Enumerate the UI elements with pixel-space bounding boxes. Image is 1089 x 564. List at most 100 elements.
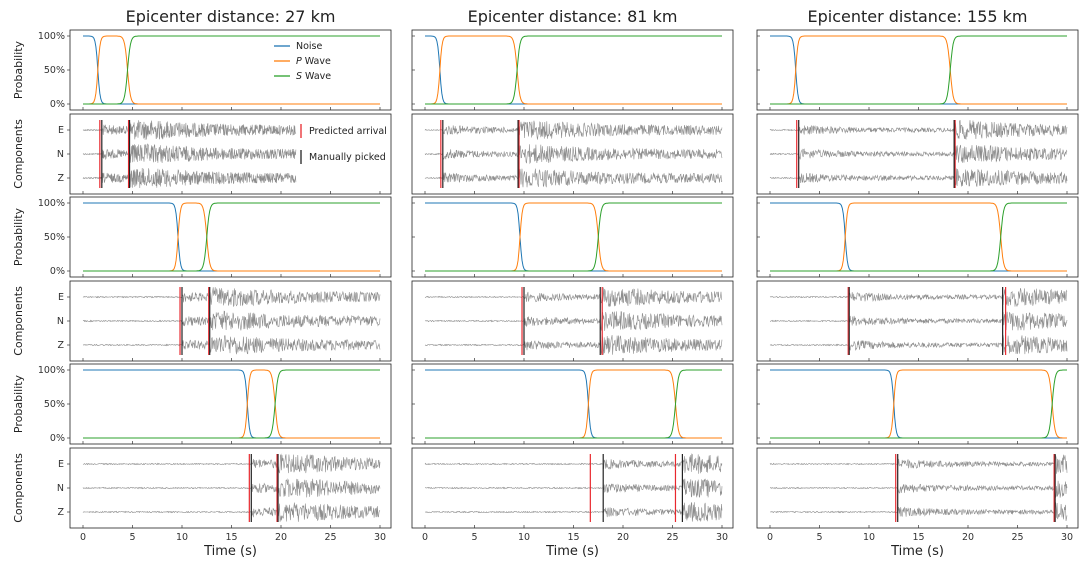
x-tick-label: 30 [716,532,728,543]
y-tick-label: 100% [38,31,65,42]
probability-panel [756,196,1079,278]
seismic-trace [769,144,1068,163]
components-axis-label: Components [12,119,25,189]
probability-panel [411,363,734,445]
components-panel [411,280,734,362]
x-tick-label: 25 [666,532,678,543]
seismic-trace [769,168,1068,187]
x-tick-label: 30 [374,532,386,543]
x-tick-label: 25 [1011,532,1023,543]
seismic-trace [770,502,1068,521]
column-title: Epicenter distance: 27 km [126,7,336,26]
x-tick-label: 20 [617,532,629,543]
p-wave-probability-line [425,202,722,272]
seismic-trace [82,120,297,140]
p-wave-probability-line [83,35,380,105]
probability-legend: Noise P Wave S Wave [274,41,331,82]
y-tick-label: 50% [44,232,65,243]
panel-frame [69,196,392,278]
seismic-trace [770,311,1068,331]
x-tick-label: 0 [767,532,773,543]
x-tick-label: 15 [912,532,924,543]
component-label: E [58,125,64,136]
panel-frame [411,29,734,111]
panel-frame [411,196,734,278]
x-tick-label: 25 [324,532,336,543]
noise-probability-line [425,369,722,439]
p-wave-probability-line [425,35,722,105]
probability-panel [756,29,1079,111]
seismic-trace [769,480,1068,499]
x-tick-label: 20 [962,532,974,543]
seismic-trace [425,478,723,498]
seismic-trace [82,310,381,331]
noise-probability-line [83,369,380,439]
y-tick-label: 0% [50,433,65,444]
panel-frame [411,113,734,195]
x-axis-label: Time (s) [890,544,944,559]
components-panel [411,113,734,195]
seismic-trace [82,335,381,355]
seismic-trace [82,453,381,474]
component-label: E [58,459,64,470]
x-axis-label: Time (s) [203,544,257,559]
components-panel: E N Z [57,280,392,362]
components-axis-label: Components [12,453,25,523]
seismic-trace [82,478,381,498]
panel-frame [411,363,734,445]
panel-frame [69,363,392,445]
seismic-trace [769,454,1068,474]
p-wave-probability-line [770,369,1067,439]
panel-frame [756,363,1079,445]
legend-entry: S Wave [296,71,331,82]
x-tick-label: 5 [471,532,477,543]
p-wave-probability-line [83,202,380,272]
panel-frame [756,113,1079,195]
p-wave-probability-line [770,35,1067,105]
x-tick-label: 5 [816,532,822,543]
components-panel: E N Z 0 5 10 15 20 25 30 [57,447,392,543]
legend-entry: Noise [296,41,323,52]
components-panel: 0 5 10 15 20 25 30 [756,447,1079,543]
probability-panel [756,363,1079,445]
noise-probability-line [770,369,1067,439]
p-wave-probability-line [425,369,722,439]
components-panel [756,113,1079,195]
column-title: Epicenter distance: 155 km [807,7,1027,26]
probability-panel [411,196,734,278]
x-tick-label: 15 [225,532,237,543]
probability-axis-label: Probability [12,40,25,99]
x-tick-label: 10 [518,532,530,543]
component-label: E [58,292,64,303]
noise-probability-line [83,202,380,272]
probability-axis-label: Probability [12,207,25,266]
component-label: Z [57,340,64,351]
s-wave-probability-line [425,369,722,439]
panel-frame [756,447,1079,529]
seismic-trace [424,287,723,307]
y-tick-label: 50% [44,399,65,410]
y-tick-label: 100% [38,198,65,209]
x-tick-label: 30 [1061,532,1073,543]
legend-entry: P Wave [296,56,331,67]
seismic-trace [769,119,1068,140]
s-wave-probability-line [770,369,1067,439]
pick-legend: Predicted arrival Manually picked [300,124,387,164]
p-wave-probability-line [770,202,1067,272]
seismic-trace [424,120,723,140]
component-label: Z [57,507,64,518]
seismic-trace [424,335,723,355]
s-wave-probability-line [83,35,380,105]
seismic-trace [424,453,723,474]
s-wave-probability-line [83,202,380,272]
s-wave-probability-line [770,35,1067,105]
seismic-trace [424,144,723,165]
probability-panel: 100% 50% 0% [38,29,392,111]
probability-panel [411,29,734,111]
noise-probability-line [425,35,722,105]
legend-entry: Predicted arrival [309,126,387,137]
x-tick-label: 10 [863,532,875,543]
probability-axis-label: Probability [12,374,25,433]
x-tick-label: 5 [129,532,135,543]
